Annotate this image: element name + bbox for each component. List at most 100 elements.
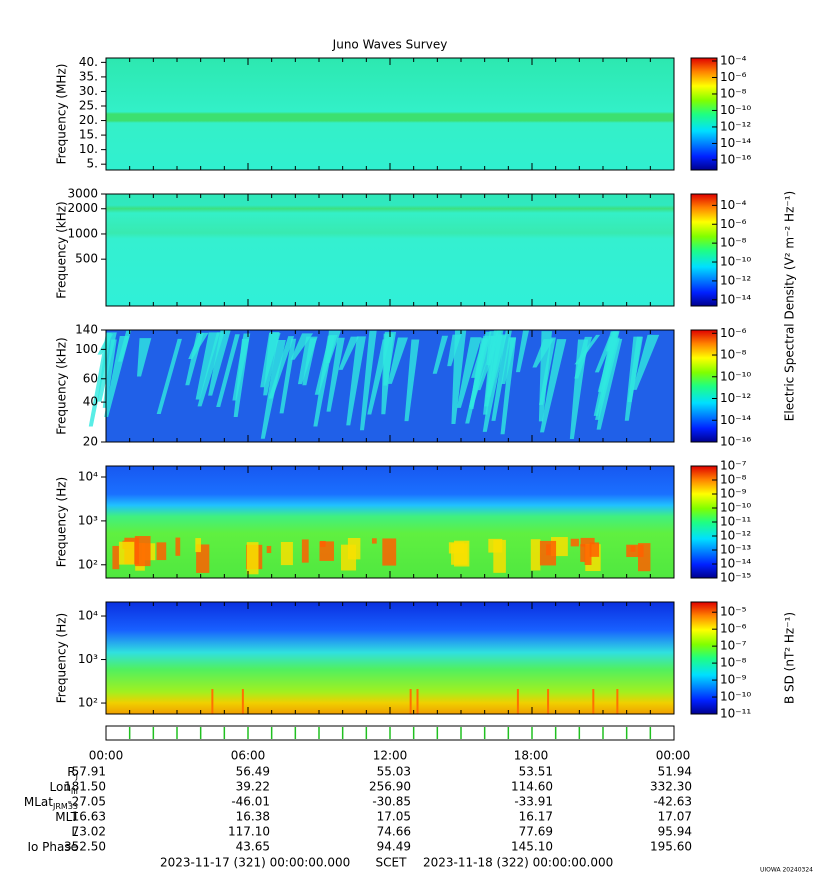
scet-label: SCET — [376, 856, 408, 870]
ephemeris-label: L — [71, 825, 78, 839]
colorbar-tick-label: 10⁻⁸ — [720, 236, 747, 250]
ephemeris-value: 195.60 — [650, 840, 692, 854]
wave-streak — [137, 338, 152, 377]
wave-streak — [404, 339, 420, 422]
ephemeris-value: -30.85 — [372, 795, 411, 809]
wave-streak — [290, 333, 314, 360]
y-axis-label: Frequency (Hz) — [55, 613, 69, 704]
wave-streak — [574, 336, 593, 379]
y-tick-label: 20. — [79, 113, 98, 127]
emission — [592, 689, 595, 714]
ephemeris-value: 51.94 — [658, 765, 692, 779]
colorbar — [690, 601, 718, 715]
emission — [266, 545, 272, 554]
y-axis-label: Frequency (kHz) — [55, 337, 69, 434]
y-tick-label: 3000 — [67, 187, 98, 201]
ephemeris-label: MLatJRM33 — [24, 795, 78, 811]
y-tick-label: 500 — [75, 252, 98, 266]
y-tick-label: 1000 — [67, 226, 98, 240]
ephemeris-value: 16.63 — [72, 810, 106, 824]
ephemeris-value: 95.94 — [658, 825, 692, 839]
ephemeris-value: 17.07 — [658, 810, 692, 824]
ephemeris-value: 17.05 — [377, 810, 411, 824]
colorbar-tick-label: 10⁻⁸ — [720, 473, 747, 487]
y-tick-label: 2000 — [67, 201, 98, 215]
ephemeris-sub: JRM33 — [52, 802, 78, 811]
ephemeris-value: 16.38 — [236, 810, 270, 824]
ephemeris-value: -27.05 — [67, 795, 106, 809]
colorbar-tick-label: 10⁻⁴ — [720, 53, 747, 67]
colorbar-tick-label: 10⁻⁴ — [720, 198, 747, 212]
emission — [347, 537, 361, 560]
ephemeris-value: 56.49 — [236, 765, 270, 779]
colorbar-tick-label: 10⁻⁸ — [720, 86, 747, 100]
y-axis-label: Frequency (kHz) — [55, 201, 69, 298]
wave-streak — [263, 332, 280, 396]
wave-streak — [482, 335, 507, 432]
ephemeris-value: -42.63 — [653, 795, 692, 809]
ephemeris-value: 352.50 — [64, 840, 106, 854]
wave-streak — [538, 337, 556, 405]
wave-streak — [326, 337, 345, 412]
wave-streak — [500, 337, 517, 435]
wave-streak — [233, 338, 250, 418]
emission — [516, 689, 519, 714]
colorbar-tick-label: 10⁻¹⁰ — [720, 103, 751, 117]
colorbar-tick-label: 10⁻⁹ — [720, 673, 747, 687]
wave-streak — [632, 334, 660, 390]
ephemeris-value: 181.50 — [64, 780, 106, 794]
colorbar-tick-label: 10⁻¹⁴ — [720, 557, 751, 571]
emission — [530, 539, 541, 571]
emission — [112, 545, 120, 570]
time-label: 12:00 — [373, 749, 408, 763]
colorbar-tick-label: 10⁻⁵ — [720, 605, 747, 619]
emission — [382, 538, 397, 566]
ephemeris-name: L — [71, 825, 78, 839]
spectrogram — [106, 58, 674, 170]
ephemeris-sub: J — [75, 772, 78, 781]
emission — [616, 689, 619, 714]
y-tick-label: 25. — [79, 99, 98, 113]
ephemeris-value: 94.49 — [377, 840, 411, 854]
ephemeris-name: Lon — [50, 780, 71, 794]
colorbar-tick-label: 10⁻⁶ — [720, 70, 747, 84]
wave-streak — [569, 339, 589, 439]
colorbar-tick-label: 10⁻¹⁴ — [720, 413, 751, 427]
wave-streak — [338, 336, 359, 370]
y-tick-label: 10. — [79, 142, 98, 156]
emission — [280, 542, 293, 566]
colorbar-tick-label: 10⁻⁹ — [720, 487, 747, 501]
colorbar-tick-label: 10⁻⁷ — [720, 639, 747, 653]
emission — [539, 540, 557, 566]
y-tick-label: 10³ — [78, 652, 98, 666]
emission — [246, 542, 259, 575]
colorbar — [690, 193, 718, 307]
colorbar-tick-label: 10⁻¹⁴ — [720, 136, 751, 150]
y-axis-label: Frequency (MHz) — [55, 64, 69, 165]
emission — [371, 538, 377, 544]
ephemeris-value: 43.65 — [236, 840, 270, 854]
ephemeris-value: 256.90 — [369, 780, 411, 794]
emission — [547, 689, 550, 714]
ephemeris-value: 77.69 — [519, 825, 553, 839]
colorbar-tick-label: 10⁻¹² — [720, 119, 751, 133]
end-time: 2023-11-18 (322) 00:00:00.000 — [423, 856, 613, 870]
time-strip — [105, 725, 675, 741]
time-label: 00:00 — [656, 749, 691, 763]
emission — [319, 541, 335, 561]
colorbar-tick-label: 10⁻⁶ — [720, 622, 747, 636]
ephemeris-value: -33.91 — [514, 795, 553, 809]
colorbar-tick-label: 10⁻¹⁴ — [720, 292, 751, 306]
ephemeris-value: 16.17 — [519, 810, 553, 824]
colorbar-tick-label: 10⁻⁶ — [720, 217, 747, 231]
ephemeris-name: R — [67, 765, 75, 779]
colorbar-tick-label: 10⁻⁷ — [720, 459, 747, 473]
y-tick-label: 35. — [79, 69, 98, 83]
colorbar-tick-label: 10⁻⁶ — [720, 326, 747, 340]
colorbar-tick-label: 10⁻¹⁰ — [720, 690, 751, 704]
wave-streak — [387, 337, 408, 384]
colorbar-tick-label: 10⁻¹⁶ — [720, 435, 751, 449]
emission — [580, 544, 589, 562]
wave-streak — [381, 333, 394, 415]
y-tick-label: 140 — [75, 323, 98, 337]
